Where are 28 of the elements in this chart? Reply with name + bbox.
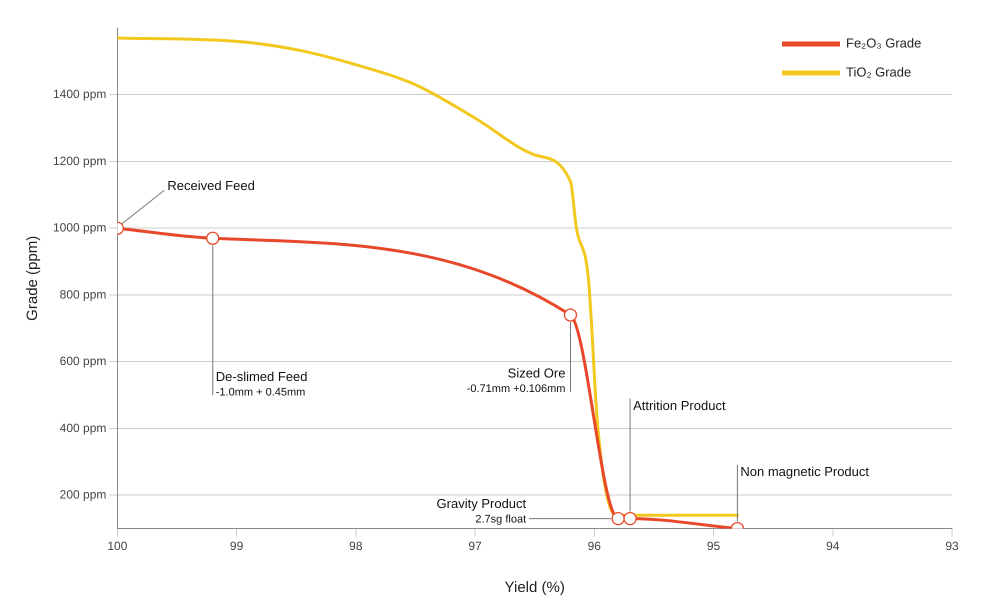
annotation: De-slimed Feed -1.0mm + 0.45mm — [216, 368, 308, 398]
y-tick-label: 1000 ppm — [53, 220, 106, 235]
y-tick-label: 600 ppm — [60, 354, 106, 368]
annotation: Attrition Product — [633, 398, 726, 414]
y-tick-label: 1400 ppm — [53, 87, 106, 102]
x-axis-title: Yield (%) — [504, 579, 565, 596]
point — [612, 512, 625, 526]
x-tick-label: 97 — [468, 539, 482, 554]
annotation: Gravity Product 2.7sg float — [436, 496, 527, 526]
y-axis-title: Grade (ppm) — [24, 236, 42, 321]
y-tick-label: 400 ppm — [60, 420, 106, 435]
x-tick-label: 99 — [230, 539, 244, 554]
annotation: Received Feed — [167, 178, 255, 193]
y-tick-label: 200 ppm — [60, 488, 106, 502]
point — [564, 308, 578, 322]
y-tick-label: 800 ppm — [60, 287, 106, 302]
x-tick-label: 96 — [588, 539, 602, 554]
x-tick-label: 100 — [107, 539, 128, 554]
legend-label: Fe₂O₃ Grade — [846, 36, 922, 51]
legend-label: TiO₂ Grade — [846, 64, 912, 80]
point — [623, 512, 637, 526]
x-tick-label: 95 — [706, 539, 721, 554]
annotation: Non magnetic Product — [740, 464, 870, 480]
x-tick-label: 98 — [349, 539, 363, 554]
x-tick-label: 93 — [945, 539, 959, 554]
x-tick-label: 94 — [826, 539, 840, 554]
y-tick-label: 1200 ppm — [53, 154, 106, 168]
annotation: Sized Ore -0.71mm +0.106mm — [466, 366, 566, 396]
